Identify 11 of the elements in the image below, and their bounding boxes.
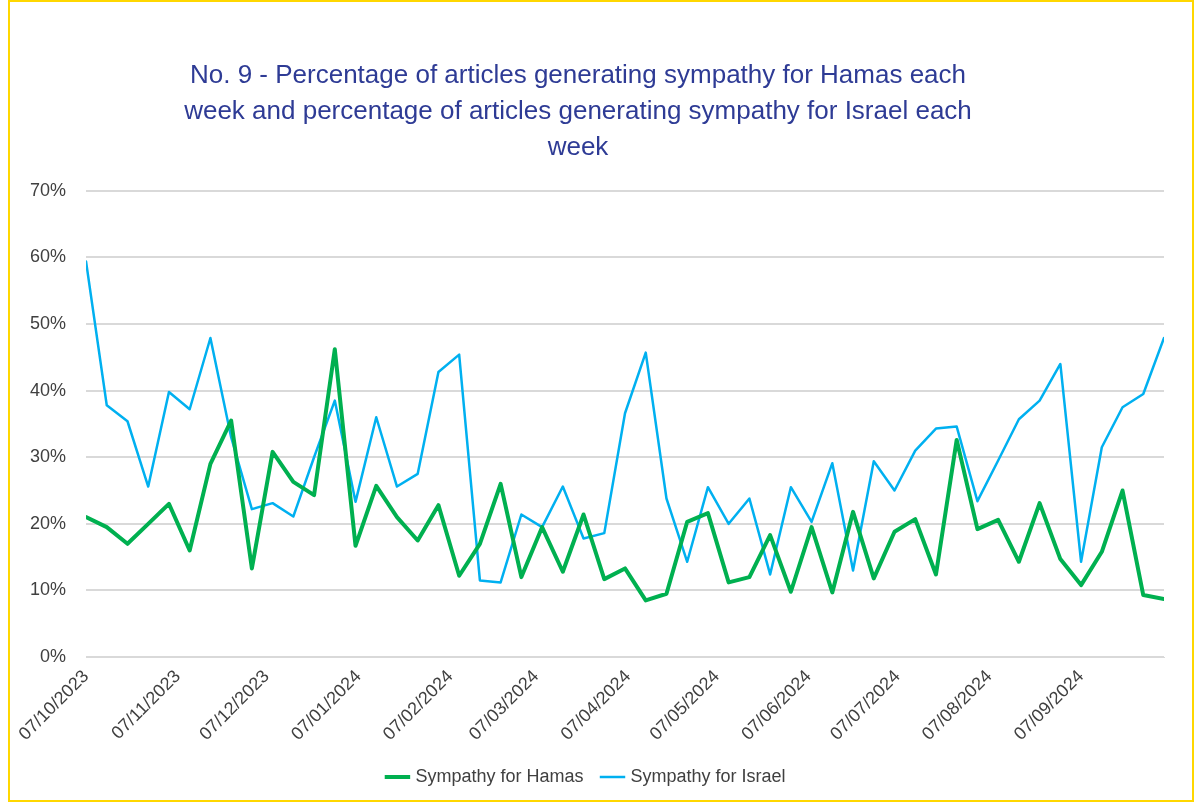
y-tick-label: 30%	[30, 446, 67, 467]
y-tick-label: 10%	[30, 579, 67, 600]
y-tick-label: 40%	[30, 379, 67, 400]
y-tick-label: 70%	[30, 179, 67, 200]
y-tick-label: 20%	[30, 512, 67, 533]
y-tick-label: 60%	[30, 246, 67, 267]
legend-label: Sympathy for Hamas	[415, 765, 584, 786]
y-tick-label: 0%	[40, 645, 67, 666]
y-tick-label: 50%	[30, 312, 67, 333]
chart-title: No. 9 - Percentage of articles generating sympathy for Hamas each week and percentage of articles generating sympathy for Israel each week	[183, 58, 973, 163]
legend-label: Sympathy for Israel	[630, 765, 786, 786]
